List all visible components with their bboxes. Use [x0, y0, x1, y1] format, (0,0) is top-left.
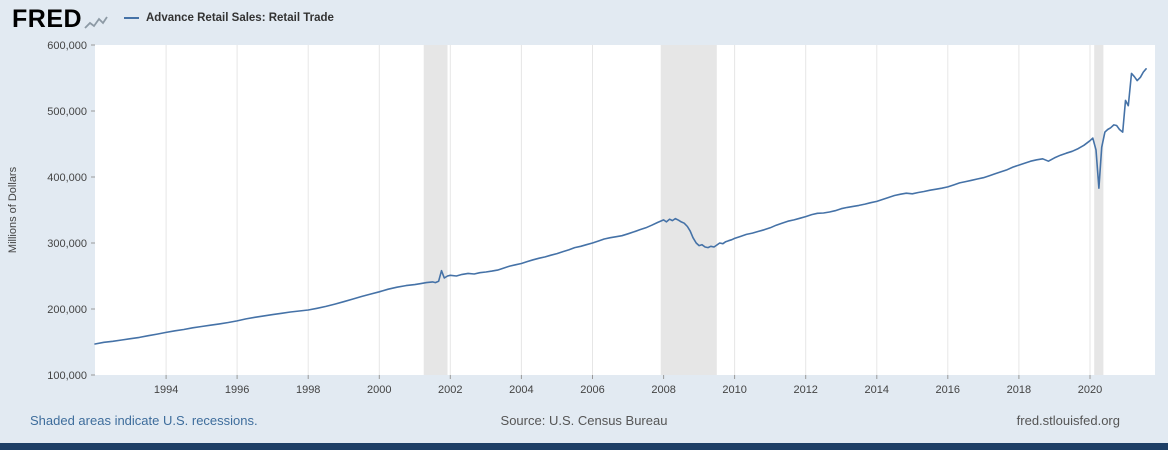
- y-axis-title: Millions of Dollars: [7, 166, 19, 253]
- fred-logo-text: FRED: [12, 5, 83, 33]
- x-tick-label: 2002: [438, 384, 462, 396]
- y-tick-label: 200,000: [47, 304, 87, 316]
- series-line: [94, 68, 1147, 345]
- source-text: Source: U.S. Census Bureau: [500, 413, 668, 428]
- x-tick-label: 2004: [509, 384, 533, 396]
- chart-footer: Shaded areas indicate U.S. recessions. S…: [0, 410, 1168, 432]
- fred-logo-graph-icon: [84, 16, 108, 29]
- x-tick-label: 1994: [154, 384, 178, 396]
- y-tick-label: 600,000: [47, 40, 87, 52]
- x-tick-label: 2000: [367, 384, 391, 396]
- chart-header: FRED Advance Retail Sales: Retail Trade: [0, 0, 1168, 42]
- y-tick-label: 100,000: [47, 370, 87, 382]
- plot-background: [95, 45, 1155, 375]
- x-tick-label: 2010: [722, 384, 746, 396]
- bottom-bar: [0, 443, 1168, 450]
- legend-line-swatch: [124, 17, 139, 19]
- x-tick-label: 2008: [651, 384, 675, 396]
- recession-band: [1094, 45, 1104, 375]
- y-tick-label: 500,000: [47, 106, 87, 118]
- recession-note-link[interactable]: Shaded areas indicate U.S. recessions.: [30, 413, 258, 428]
- y-tick-label: 400,000: [47, 172, 87, 184]
- x-tick-label: 2014: [865, 384, 889, 396]
- x-tick-label: 2018: [1007, 384, 1031, 396]
- y-tick-label: 300,000: [47, 238, 87, 250]
- x-tick-label: 1998: [296, 384, 320, 396]
- x-tick-label: 2016: [936, 384, 960, 396]
- legend-label: Advance Retail Sales: Retail Trade: [146, 12, 334, 24]
- legend: Advance Retail Sales: Retail Trade: [124, 12, 334, 24]
- x-tick-label: 1996: [225, 384, 249, 396]
- x-tick-label: 2006: [580, 384, 604, 396]
- x-tick-label: 2012: [793, 384, 817, 396]
- recession-band: [423, 45, 448, 375]
- fred-logo[interactable]: FRED: [12, 7, 108, 32]
- recession-band: [660, 45, 717, 375]
- x-tick-label: 2020: [1078, 384, 1102, 396]
- fred-site-link[interactable]: fred.stlouisfed.org: [1016, 413, 1120, 428]
